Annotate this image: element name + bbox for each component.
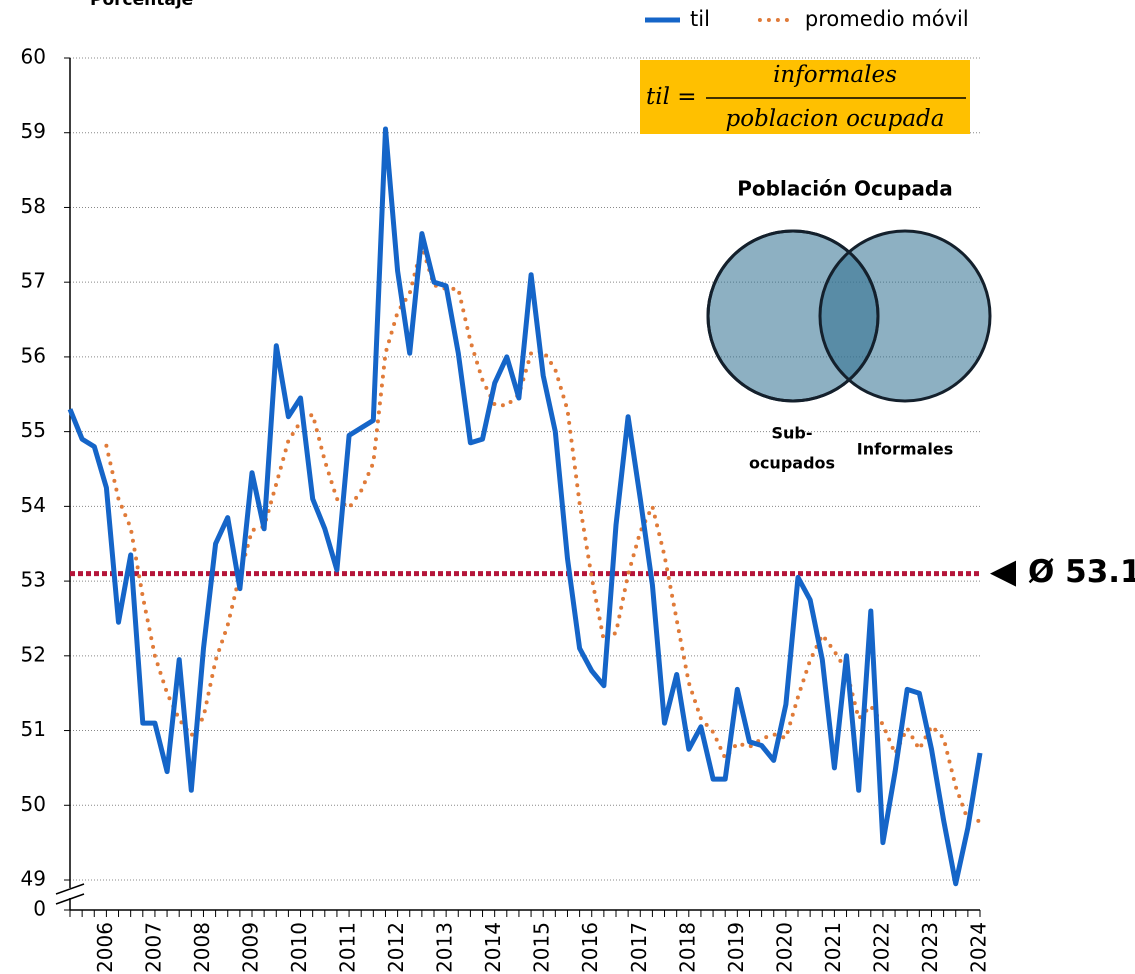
y-tick-label: 52 [21, 642, 46, 666]
axis-break [55, 893, 85, 905]
y-tick-label: 49 [21, 867, 46, 891]
formula-numerator: informales [773, 62, 897, 88]
y-tick-label: 0 [33, 897, 46, 921]
axis-break [55, 883, 85, 895]
x-tick-label: 2015 [530, 922, 554, 973]
x-tick-label: 2023 [918, 922, 942, 973]
y-tick-label: 59 [21, 119, 46, 143]
x-tick-label: 2007 [141, 922, 165, 973]
series-line [67, 126, 983, 887]
venn-left-label: Sub- [771, 424, 812, 443]
average-label: Ø 53.1 [1028, 554, 1135, 590]
y-tick-label: 51 [21, 717, 46, 741]
x-tick-label: 2018 [675, 922, 699, 973]
y-axis-label: Porcentaje [90, 0, 193, 10]
x-tick-label: 2006 [93, 922, 117, 973]
x-tick-label: 2010 [287, 922, 311, 973]
legend-label: promedio móvil [805, 7, 969, 31]
formula-lhs: til = [646, 84, 697, 110]
venn-title: Población Ocupada [737, 177, 952, 201]
average-marker [990, 560, 1016, 587]
y-tick-label: 55 [21, 418, 46, 442]
x-tick-label: 2011 [336, 922, 360, 973]
y-tick-label: 53 [21, 568, 46, 592]
y-tick-label: 60 [21, 45, 46, 69]
y-tick-label: 50 [21, 792, 46, 816]
venn-right-label: Informales [857, 440, 954, 459]
x-tick-label: 2024 [967, 922, 991, 973]
y-tick-label: 58 [21, 194, 46, 218]
x-tick-label: 2021 [821, 922, 845, 973]
x-tick-label: 2012 [384, 922, 408, 973]
venn-left-label: ocupados [749, 454, 835, 473]
x-tick-label: 2013 [433, 922, 457, 973]
x-tick-label: 2016 [578, 922, 602, 973]
x-tick-label: 2017 [627, 922, 651, 973]
series-line [104, 239, 982, 823]
y-tick-label: 54 [21, 493, 46, 517]
y-tick-label: 56 [21, 343, 46, 367]
x-tick-label: 2019 [724, 922, 748, 973]
x-tick-label: 2009 [239, 922, 263, 973]
formula-denominator: poblacion ocupada [726, 106, 945, 132]
x-tick-label: 2022 [869, 922, 893, 973]
x-tick-label: 2014 [481, 922, 505, 973]
venn-circle [818, 229, 992, 403]
x-tick-label: 2020 [772, 922, 796, 973]
venn-outline [706, 229, 880, 403]
y-tick-label: 57 [21, 269, 46, 293]
formula-box [640, 60, 970, 134]
x-tick-label: 2008 [190, 922, 214, 973]
legend-label: til [690, 7, 710, 31]
